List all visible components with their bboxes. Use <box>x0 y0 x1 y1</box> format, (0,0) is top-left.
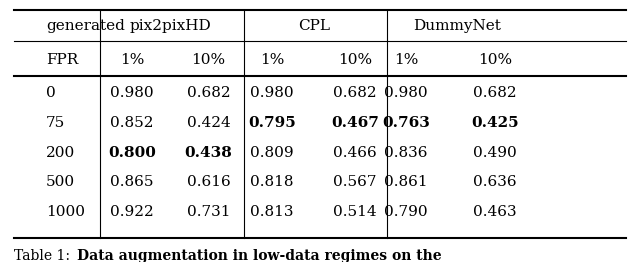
Text: 0.731: 0.731 <box>187 205 230 219</box>
Text: 0.682: 0.682 <box>333 86 377 100</box>
Text: 0.424: 0.424 <box>187 116 230 130</box>
Text: 0.514: 0.514 <box>333 205 377 219</box>
Text: 0.425: 0.425 <box>472 116 519 130</box>
Text: 0.567: 0.567 <box>333 175 377 189</box>
Text: 0.438: 0.438 <box>184 146 232 160</box>
Text: 0.616: 0.616 <box>187 175 230 189</box>
Text: 0.763: 0.763 <box>382 116 430 130</box>
Text: 0.795: 0.795 <box>248 116 296 130</box>
Text: 0.836: 0.836 <box>384 146 428 160</box>
Text: 10%: 10% <box>338 53 372 67</box>
Text: 10%: 10% <box>478 53 512 67</box>
Text: CPL: CPL <box>298 19 330 33</box>
Text: 1%: 1% <box>260 53 284 67</box>
Text: 0.466: 0.466 <box>333 146 377 160</box>
Text: FPR: FPR <box>46 53 78 67</box>
Text: 0.980: 0.980 <box>384 86 428 100</box>
Text: 0.467: 0.467 <box>331 116 379 130</box>
Text: 1%: 1% <box>394 53 418 67</box>
Text: 0: 0 <box>46 86 56 100</box>
Text: 0.463: 0.463 <box>474 205 517 219</box>
Text: 0.813: 0.813 <box>250 205 294 219</box>
Text: 0.800: 0.800 <box>108 146 156 160</box>
Text: 0.852: 0.852 <box>110 116 154 130</box>
Text: 0.790: 0.790 <box>384 205 428 219</box>
Text: Table 1:: Table 1: <box>14 249 74 262</box>
Text: 200: 200 <box>46 146 76 160</box>
Text: 0.682: 0.682 <box>474 86 517 100</box>
Text: 0.865: 0.865 <box>110 175 154 189</box>
Text: DummyNet: DummyNet <box>413 19 501 33</box>
Text: 0.861: 0.861 <box>384 175 428 189</box>
Text: 0.682: 0.682 <box>187 86 230 100</box>
Text: 10%: 10% <box>191 53 225 67</box>
Text: generated: generated <box>46 19 125 33</box>
Text: 0.490: 0.490 <box>474 146 517 160</box>
Text: Data augmentation in low-data regimes on the: Data augmentation in low-data regimes on… <box>77 249 441 262</box>
Text: 0.636: 0.636 <box>474 175 517 189</box>
Text: 0.980: 0.980 <box>250 86 294 100</box>
Text: 1%: 1% <box>120 53 144 67</box>
Text: pix2pixHD: pix2pixHD <box>129 19 211 33</box>
Text: 0.922: 0.922 <box>110 205 154 219</box>
Text: 0.818: 0.818 <box>250 175 294 189</box>
Text: 0.980: 0.980 <box>110 86 154 100</box>
Text: 500: 500 <box>46 175 75 189</box>
Text: 1000: 1000 <box>46 205 85 219</box>
Text: 75: 75 <box>46 116 65 130</box>
Text: 0.809: 0.809 <box>250 146 294 160</box>
